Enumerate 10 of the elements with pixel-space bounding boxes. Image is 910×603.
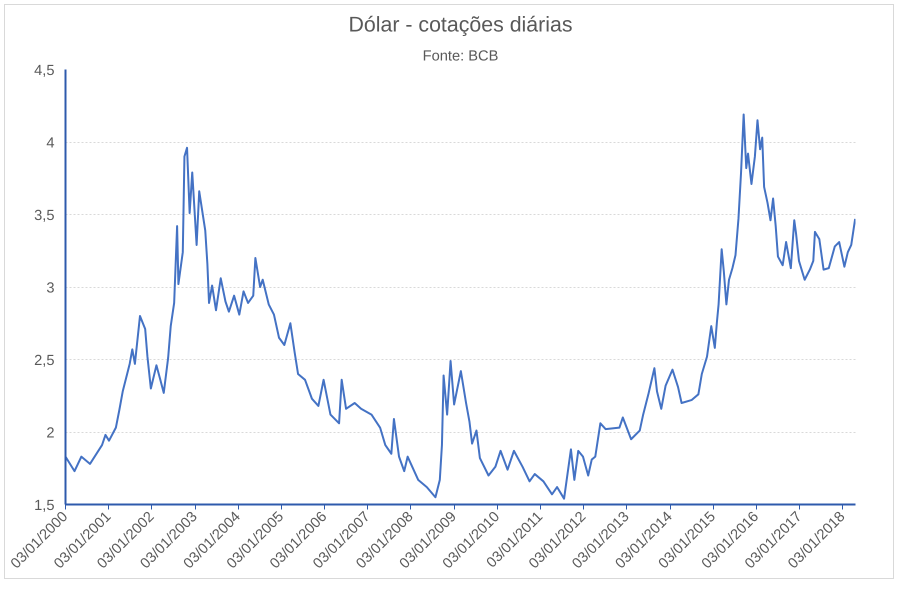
y-tick-label: 4 bbox=[46, 136, 55, 152]
y-tick-label: 1,5 bbox=[34, 498, 54, 514]
y-tick-label: 2,5 bbox=[34, 353, 54, 369]
chart-title: Dólar - cotações diárias bbox=[348, 12, 573, 36]
chart-subtitle: Fonte: BCB bbox=[422, 48, 498, 64]
y-tick-label: 2 bbox=[46, 426, 55, 442]
y-tick-label: 3 bbox=[46, 280, 55, 296]
y-tick-label: 4,5 bbox=[34, 63, 54, 79]
y-tick-label: 3,5 bbox=[34, 208, 54, 224]
line-series bbox=[66, 113, 856, 500]
